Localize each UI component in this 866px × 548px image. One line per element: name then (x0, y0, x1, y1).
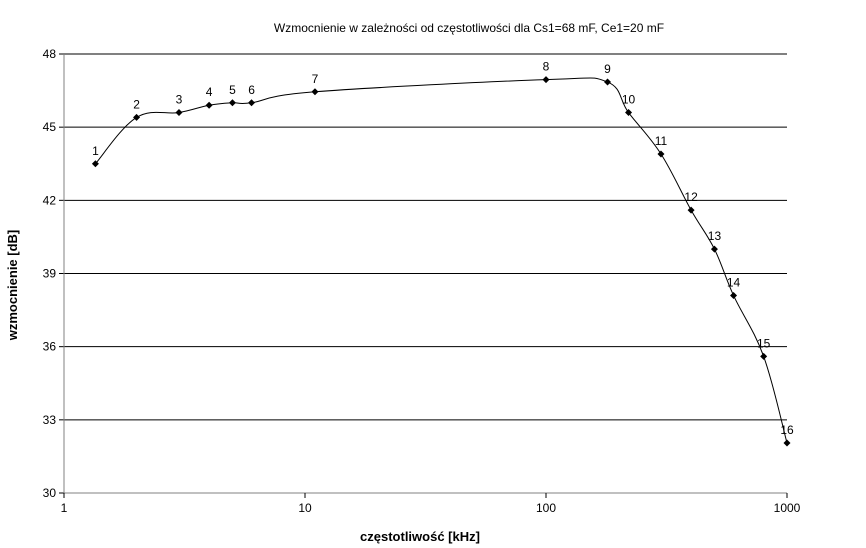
gridlines (64, 53, 787, 421)
data-point-label-12: 12 (684, 190, 698, 204)
data-point-label-7: 7 (312, 72, 319, 86)
data-point-marker-1 (91, 160, 99, 168)
data-point-label-13: 13 (708, 229, 722, 243)
data-point-marker-6 (248, 99, 256, 107)
data-point-marker-4 (205, 101, 213, 109)
data-point-marker-11 (657, 150, 665, 158)
y-tick-label-48: 48 (43, 47, 57, 61)
data-point-label-8: 8 (543, 60, 550, 74)
data-point-label-11: 11 (655, 134, 668, 148)
x-tick-labels: 1 10 100 1000 (61, 501, 801, 515)
series-line (95, 77, 788, 444)
y-tick-label-33: 33 (43, 413, 57, 427)
data-point-label-16: 16 (780, 423, 794, 437)
data-point-marker-5 (228, 99, 236, 107)
data-point-marker-12 (687, 206, 695, 214)
data-point-label-15: 15 (757, 336, 771, 350)
data-point-label-1: 1 (92, 144, 99, 158)
x-tick-label-1000: 1000 (774, 501, 801, 515)
data-point-marker-7 (311, 88, 319, 96)
y-tick-labels: 30 33 36 39 42 45 48 (43, 47, 57, 500)
data-point-label-10: 10 (622, 93, 636, 107)
y-tick-label-30: 30 (43, 486, 57, 500)
data-point-label-6: 6 (248, 83, 255, 97)
y-tick-label-42: 42 (43, 193, 57, 207)
x-tick-label-100: 100 (536, 501, 556, 515)
x-tick-label-10: 10 (298, 501, 312, 515)
data-point-marker-8 (542, 76, 550, 84)
data-point-label-4: 4 (206, 85, 213, 99)
data-markers (91, 76, 791, 447)
data-point-marker-13 (710, 245, 718, 253)
y-tick-label-39: 39 (43, 267, 57, 281)
y-tick-label-45: 45 (43, 120, 57, 134)
data-point-marker-14 (730, 291, 738, 299)
data-point-marker-10 (625, 109, 633, 117)
data-point-label-14: 14 (727, 275, 741, 289)
axes (59, 53, 788, 498)
data-point-marker-15 (760, 352, 768, 360)
data-point-marker-16 (783, 439, 791, 447)
y-axis-label: wzmocnienie [dB] (5, 230, 20, 342)
data-point-marker-2 (133, 113, 141, 121)
y-tick-label-36: 36 (43, 340, 57, 354)
data-point-marker-3 (175, 109, 183, 117)
data-point-label-9: 9 (604, 62, 611, 76)
data-point-label-5: 5 (229, 83, 236, 97)
data-point-label-2: 2 (133, 97, 140, 111)
chart-title: Wzmocnienie w zależności od częstotliwoś… (274, 21, 664, 35)
x-axis-label: częstotliwość [kHz] (360, 529, 480, 544)
data-point-label-3: 3 (176, 93, 183, 107)
data-point-marker-9 (604, 78, 612, 86)
x-tick-label-1: 1 (61, 501, 68, 515)
